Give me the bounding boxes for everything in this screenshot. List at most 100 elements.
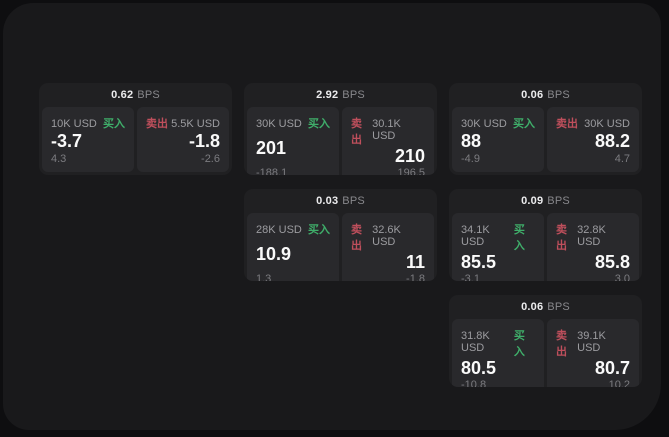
buy-side-label: 买入	[308, 118, 330, 130]
sell-side-label: 卖出	[351, 118, 362, 146]
sell-panel-top: 卖出 32.6K USD	[351, 221, 425, 253]
bps-header: 2.92 BPS	[244, 83, 437, 107]
buy-side-label: 买入	[308, 224, 330, 236]
sell-delta: 3.0	[614, 272, 630, 281]
sell-delta: 4.7	[614, 152, 630, 165]
sell-size: 32.6K USD	[372, 224, 401, 248]
quote-card: 2.92 BPS 30K USD 买入 201 -188.1 卖出 30.1K U…	[244, 83, 437, 175]
buy-panel-top: 30K USD 买入	[256, 115, 330, 131]
buy-panel[interactable]: 10K USD 买入 -3.7 4.3	[42, 107, 134, 172]
bps-value: 0.62	[111, 89, 134, 101]
buy-delta: 1.3	[256, 272, 272, 281]
buy-side-label: 买入	[513, 224, 525, 252]
sell-side-label: 卖出	[146, 118, 168, 130]
bps-header: 0.62 BPS	[39, 83, 232, 107]
buy-price: 10.9	[256, 244, 292, 264]
sell-panel-top: 卖出 32.8K USD	[556, 221, 630, 253]
buy-panel-top: 30K USD 买入	[461, 115, 535, 131]
sell-size: 32.8K USD	[577, 224, 606, 248]
sell-delta: 10.2	[608, 378, 630, 387]
bps-header: 0.09 BPS	[449, 189, 642, 213]
buy-panel[interactable]: 30K USD 买入 88 -4.9	[452, 107, 544, 172]
buy-delta: -4.9	[461, 152, 480, 165]
buy-panel[interactable]: 30K USD 买入 201 -188.1	[247, 107, 339, 175]
buy-panel-top: 28K USD 买入	[256, 221, 330, 237]
sell-price: 88.2	[594, 131, 630, 152]
bps-unit-label: BPS	[342, 89, 365, 101]
sell-price: 210	[394, 146, 425, 166]
sell-side-label: 卖出	[556, 224, 567, 252]
buy-panel-top: 10K USD 买入	[51, 115, 125, 131]
buy-size: 34.1K USD	[461, 224, 490, 248]
buy-size: 30K USD	[256, 118, 302, 130]
bps-header: 0.03 BPS	[244, 189, 437, 213]
sell-panel-top: 卖出 5.5K USD	[146, 115, 220, 131]
quote-card: 0.03 BPS 28K USD 买入 10.9 1.3 卖出 32.6K USD…	[244, 189, 437, 281]
cards-grid: 0.62 BPS 10K USD 买入 -3.7 4.3 卖出 5.5K USD …	[39, 83, 642, 387]
buy-price: 201	[256, 138, 287, 158]
quote-panels: 30K USD 买入 88 -4.9 卖出 30K USD 88.2 4.7	[449, 107, 642, 175]
buy-delta: 4.3	[51, 152, 67, 165]
sell-panel[interactable]: 卖出 32.8K USD 85.8 3.0	[547, 213, 639, 281]
bps-value: 0.09	[521, 195, 544, 207]
buy-panel-top: 34.1K USD 买入	[461, 221, 535, 253]
sell-panel[interactable]: 卖出 32.6K USD 11 -1.8	[342, 213, 434, 281]
sell-delta: -1.8	[406, 272, 425, 281]
bps-unit-label: BPS	[547, 195, 570, 207]
sell-panel[interactable]: 卖出 30K USD 88.2 4.7	[547, 107, 639, 172]
quote-card: 0.06 BPS 30K USD 买入 88 -4.9 卖出 30K USD 88…	[449, 83, 642, 175]
sell-panel[interactable]: 卖出 30.1K USD 210 196.5	[342, 107, 434, 175]
buy-delta: -3.1	[461, 272, 480, 281]
sell-price: 11	[405, 252, 425, 272]
quote-panels: 34.1K USD 买入 85.5 -3.1 卖出 32.8K USD 85.8…	[449, 213, 642, 281]
sell-panel[interactable]: 卖出 5.5K USD -1.8 -2.6	[137, 107, 229, 172]
sell-size: 30K USD	[584, 118, 630, 130]
buy-size: 10K USD	[51, 118, 97, 130]
bps-value: 0.06	[521, 89, 544, 101]
buy-price: -3.7	[51, 131, 83, 152]
buy-delta: -188.1	[256, 166, 288, 175]
quote-panels: 28K USD 买入 10.9 1.3 卖出 32.6K USD 11 -1.8	[244, 213, 437, 281]
buy-side-label: 买入	[513, 118, 535, 130]
sell-price: 85.8	[594, 252, 630, 272]
buy-panel-top: 31.8K USD 买入	[461, 327, 535, 359]
bps-value: 2.92	[316, 89, 339, 101]
buy-panel[interactable]: 34.1K USD 买入 85.5 -3.1	[452, 213, 544, 281]
sell-delta: -2.6	[201, 152, 220, 165]
buy-side-label: 买入	[103, 118, 125, 130]
quote-card: 0.06 BPS 31.8K USD 买入 80.5 -10.8 卖出 39.1K…	[449, 295, 642, 387]
quote-panels: 30K USD 买入 201 -188.1 卖出 30.1K USD 210 1…	[244, 107, 437, 175]
bps-unit-label: BPS	[137, 89, 160, 101]
buy-panel[interactable]: 28K USD 买入 10.9 1.3	[247, 213, 339, 281]
sell-price: 80.7	[594, 358, 630, 378]
sell-delta: 196.5	[397, 166, 425, 175]
bps-unit-label: BPS	[342, 195, 365, 207]
buy-price: 85.5	[461, 252, 497, 272]
buy-side-label: 买入	[513, 330, 525, 358]
bps-value: 0.03	[316, 195, 339, 207]
buy-size: 30K USD	[461, 118, 507, 130]
buy-size: 28K USD	[256, 224, 302, 236]
bps-header: 0.06 BPS	[449, 295, 642, 319]
quote-card: 0.62 BPS 10K USD 买入 -3.7 4.3 卖出 5.5K USD …	[39, 83, 232, 175]
buy-price: 80.5	[461, 358, 497, 378]
sell-size: 5.5K USD	[171, 118, 220, 130]
buy-panel[interactable]: 31.8K USD 买入 80.5 -10.8	[452, 319, 544, 387]
sell-side-label: 卖出	[351, 224, 362, 252]
sell-panel-top: 卖出 30K USD	[556, 115, 630, 131]
bps-value: 0.06	[521, 301, 544, 313]
app-window: 0.62 BPS 10K USD 买入 -3.7 4.3 卖出 5.5K USD …	[3, 3, 661, 430]
buy-delta: -10.8	[461, 378, 487, 387]
buy-price: 88	[461, 131, 482, 152]
bps-unit-label: BPS	[547, 301, 570, 313]
quote-card: 0.09 BPS 34.1K USD 买入 85.5 -3.1 卖出 32.8K …	[449, 189, 642, 281]
bps-header: 0.06 BPS	[449, 83, 642, 107]
sell-side-label: 卖出	[556, 330, 567, 358]
bps-unit-label: BPS	[547, 89, 570, 101]
sell-size: 39.1K USD	[577, 330, 606, 354]
sell-size: 30.1K USD	[372, 118, 401, 142]
sell-panel[interactable]: 卖出 39.1K USD 80.7 10.2	[547, 319, 639, 387]
buy-size: 31.8K USD	[461, 330, 490, 354]
sell-panel-top: 卖出 30.1K USD	[351, 115, 425, 147]
